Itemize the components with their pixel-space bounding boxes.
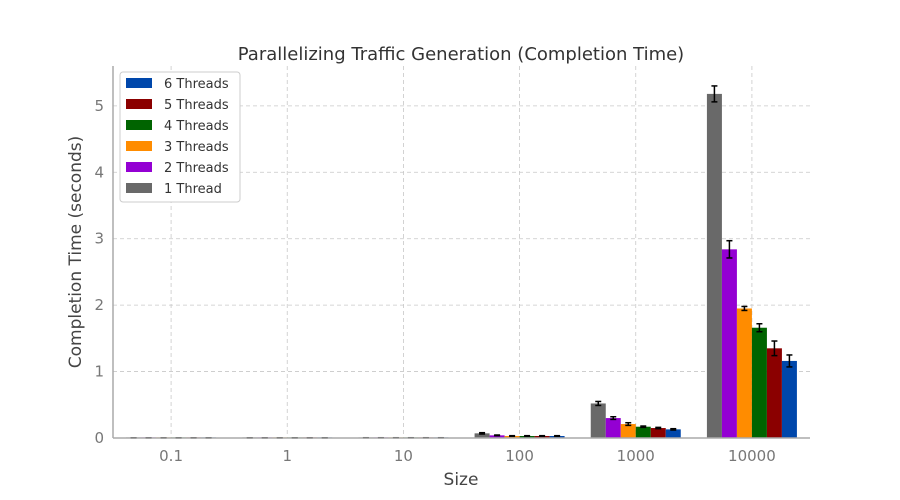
x-tick-label: 100 <box>505 447 534 465</box>
x-axis-label: Size <box>444 470 479 490</box>
legend-label: 1 Thread <box>164 182 222 197</box>
bar <box>605 418 621 438</box>
x-tick-label: 1000 <box>617 447 655 465</box>
bar <box>590 403 606 438</box>
legend-label: 3 Threads <box>164 140 229 155</box>
y-tick-label: 0 <box>94 429 104 447</box>
x-tick-label: 1 <box>282 447 292 465</box>
y-tick-labels: 0 1 2 3 4 5 <box>94 97 104 447</box>
bar <box>635 426 651 438</box>
legend-swatch <box>126 120 152 130</box>
gridlines <box>113 66 810 439</box>
bar <box>751 327 767 438</box>
bar <box>781 360 797 438</box>
bar <box>706 93 722 439</box>
legend-label: 2 Threads <box>164 161 229 176</box>
bar <box>766 348 782 438</box>
x-tick-labels: 0.1 1 10 100 1000 10000 <box>159 447 776 465</box>
y-tick-label: 1 <box>94 363 104 381</box>
bar <box>650 428 666 438</box>
bars <box>126 93 797 439</box>
chart-title: Parallelizing Traffic Generation (Comple… <box>238 44 684 65</box>
legend-label: 5 Threads <box>164 98 229 113</box>
legend-swatch <box>126 141 152 151</box>
bar <box>736 308 752 438</box>
legend-label: 4 Threads <box>164 119 229 134</box>
legend-label: 6 Threads <box>164 77 229 92</box>
legend-swatch <box>126 162 152 172</box>
y-tick-label: 3 <box>94 230 104 248</box>
x-tick-label: 10000 <box>728 447 776 465</box>
bar <box>721 249 737 438</box>
bar <box>620 424 636 438</box>
x-tick-label: 0.1 <box>159 447 183 465</box>
y-tick-label: 2 <box>94 296 104 314</box>
bar <box>489 435 505 438</box>
x-tick-label: 10 <box>394 447 413 465</box>
y-tick-label: 4 <box>94 163 104 181</box>
legend: 6 Threads 5 Threads 4 Threads 3 Threads 2 Th… <box>119 71 241 203</box>
legend-swatch <box>126 78 152 88</box>
legend-swatch <box>126 183 152 193</box>
bar <box>665 429 681 438</box>
legend-swatch <box>126 99 152 109</box>
bar <box>474 433 490 438</box>
y-tick-label: 5 <box>94 97 104 115</box>
y-axis-label: Completion Time (seconds) <box>66 136 86 369</box>
